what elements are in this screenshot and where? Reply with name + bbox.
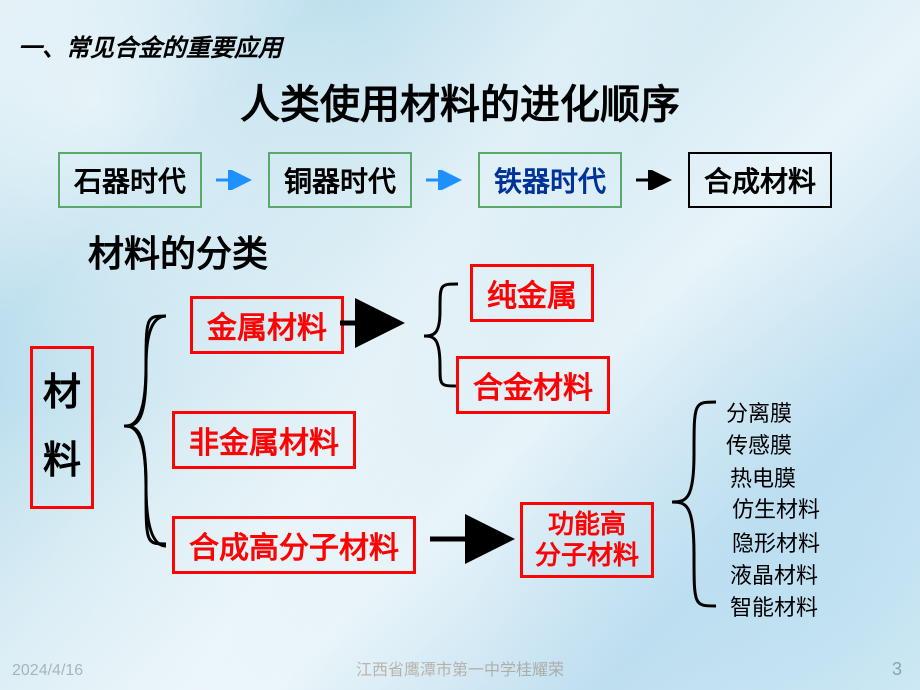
era-bronze: 铜器时代 — [268, 152, 412, 208]
fp-line2: 分子材料 — [535, 540, 639, 571]
arrow-metal — [340, 308, 410, 338]
root-char-2: 料 — [43, 427, 81, 495]
timeline: 石器时代 铜器时代 铁器时代 合成材料 — [58, 152, 832, 208]
node-polymer: 合成高分子材料 — [172, 516, 416, 574]
arrow-2 — [426, 170, 464, 190]
era-synthetic: 合成材料 — [688, 152, 832, 208]
section-heading: 一、常见合金的重要应用 — [18, 28, 282, 63]
leaf-0: 分离膜 — [726, 396, 792, 428]
root-material: 材 料 — [30, 346, 94, 509]
arrow-polymer — [430, 524, 520, 554]
leaf-1: 传感膜 — [726, 428, 792, 460]
arrow-3 — [636, 170, 674, 190]
leaf-4: 隐形材料 — [732, 526, 820, 558]
fp-line1: 功能高 — [535, 509, 639, 540]
era-stone: 石器时代 — [58, 152, 202, 208]
node-functional-polymer: 功能高 分子材料 — [520, 502, 654, 578]
main-title: 人类使用材料的进化顺序 — [0, 72, 920, 130]
brace-root — [96, 286, 176, 566]
leaf-5: 液晶材料 — [730, 558, 818, 590]
footer-center: 江西省鹰潭市第一中学桂耀荣 — [0, 656, 920, 680]
node-metal: 金属材料 — [190, 296, 344, 354]
root-char-1: 材 — [43, 359, 81, 427]
leaf-3: 仿生材料 — [732, 492, 820, 524]
arrow-1 — [216, 170, 254, 190]
brace-leaves — [646, 384, 726, 624]
era-iron: 铁器时代 — [478, 152, 622, 208]
node-alloy: 合金材料 — [456, 356, 610, 414]
node-pure-metal: 纯金属 — [470, 264, 594, 322]
leaf-6: 智能材料 — [730, 590, 818, 622]
classification-diagram: 材 料 金属材料 非金属材料 合成高分子材料 纯金属 合金材料 功能高 分子材料… — [30, 256, 910, 660]
node-nonmetal: 非金属材料 — [172, 411, 356, 469]
leaf-2: 热电膜 — [730, 461, 796, 493]
footer-page: 3 — [892, 659, 902, 680]
